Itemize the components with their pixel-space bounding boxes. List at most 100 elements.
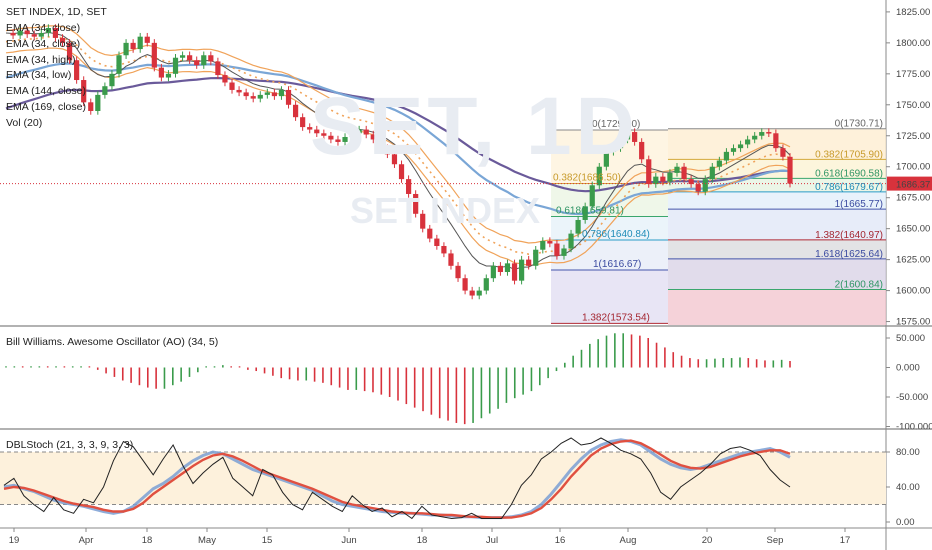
candle-body bbox=[172, 57, 179, 74]
candle-body bbox=[752, 135, 758, 140]
candle-body bbox=[307, 127, 313, 130]
stoch-title[interactable]: DBLStoch (21, 3, 3, 9, 3, 3) bbox=[6, 439, 134, 451]
fib-zone-right bbox=[668, 209, 886, 240]
ao-tick-label: 50.000 bbox=[896, 333, 925, 344]
price-tick-label: 1650.00 bbox=[896, 224, 930, 235]
indicator-ema-144[interactable]: EMA (144, close) bbox=[6, 85, 86, 98]
candle-body bbox=[363, 129, 369, 135]
candle-body bbox=[229, 82, 235, 90]
x-tick-label: Apr bbox=[79, 535, 94, 546]
candle-body bbox=[462, 278, 468, 291]
x-tick-label: 20 bbox=[702, 535, 713, 546]
stoch-tick-label: 80.00 bbox=[896, 447, 920, 458]
fib-zone-right bbox=[668, 258, 886, 290]
stoch-fast-line bbox=[3, 439, 791, 519]
candle-body bbox=[730, 148, 737, 152]
price-tick-label: 1725.00 bbox=[896, 131, 930, 142]
candle-body bbox=[723, 151, 730, 161]
fib-label-left: 0(1729.60) bbox=[592, 119, 640, 130]
indicator-ema-2[interactable]: EMA (34, close) bbox=[6, 37, 81, 50]
candle-body bbox=[271, 92, 277, 97]
fib-label-right: 0.786(1679.67) bbox=[815, 182, 883, 193]
candle-body bbox=[109, 73, 115, 87]
x-tick-label: Jul bbox=[486, 535, 498, 546]
candle-body bbox=[74, 60, 80, 81]
candle-body bbox=[497, 265, 504, 273]
x-tick-label: 16 bbox=[555, 535, 566, 546]
x-tick-label: Aug bbox=[620, 535, 637, 546]
candle-body bbox=[243, 92, 249, 97]
candle-body bbox=[490, 265, 496, 279]
candle-body bbox=[413, 193, 419, 214]
ema-144-line bbox=[5, 62, 791, 216]
x-tick-label: 17 bbox=[840, 535, 851, 546]
fib-zone-right bbox=[668, 239, 886, 259]
indicator-list: EMA (34, close) EMA (34, close) EMA (34,… bbox=[6, 21, 86, 132]
x-tick-label: May bbox=[198, 535, 216, 546]
symbol-title[interactable]: SET INDEX, 1D, SET bbox=[6, 6, 107, 18]
candle-body bbox=[356, 129, 362, 134]
indicator-ema-low[interactable]: EMA (34, low) bbox=[6, 69, 72, 82]
indicator-ema-169[interactable]: EMA (169, close) bbox=[6, 100, 86, 113]
fib-label-right: 1(1665.77) bbox=[835, 199, 883, 210]
fib-label-right: 0.618(1690.58) bbox=[815, 168, 883, 179]
candle-body bbox=[278, 89, 285, 97]
price-tick-label: 1750.00 bbox=[896, 100, 930, 111]
candle-body bbox=[24, 30, 30, 35]
candle-body bbox=[10, 32, 16, 36]
indicator-volume[interactable]: Vol (20) bbox=[6, 116, 43, 129]
candle-body bbox=[702, 179, 708, 192]
x-tick-label: Jun bbox=[341, 535, 356, 546]
candle-body bbox=[66, 42, 73, 61]
fib-label-left: 0.618(1659.81) bbox=[556, 206, 624, 217]
candle-body bbox=[292, 104, 299, 118]
candle-body bbox=[427, 228, 433, 239]
candle-body bbox=[81, 80, 87, 103]
candle-body bbox=[681, 166, 687, 180]
candle-body bbox=[165, 73, 172, 78]
candle-body bbox=[575, 219, 581, 234]
price-tick-label: 1800.00 bbox=[896, 38, 930, 49]
candle-body bbox=[328, 135, 334, 140]
fib-zone-right bbox=[668, 191, 886, 210]
candle-body bbox=[391, 154, 398, 165]
price-tick-label: 1775.00 bbox=[896, 69, 930, 80]
ao-tick-label: 0.000 bbox=[896, 363, 920, 374]
candle-body bbox=[31, 34, 37, 37]
candle-body bbox=[540, 241, 546, 250]
candle-body bbox=[349, 133, 355, 137]
indicator-ema-1[interactable]: EMA (34, close) bbox=[6, 22, 81, 34]
fib-label-right: 1.382(1640.97) bbox=[815, 230, 883, 241]
candle-body bbox=[300, 117, 306, 128]
candle-body bbox=[158, 67, 164, 78]
candle-body bbox=[787, 156, 793, 184]
stoch-raw-line bbox=[3, 437, 791, 520]
indicator-ema-high[interactable]: EMA (34, high) bbox=[6, 53, 76, 66]
candle-body bbox=[137, 36, 143, 50]
candle-body bbox=[314, 129, 320, 134]
candle-body bbox=[194, 60, 200, 66]
x-tick-label: 19 bbox=[9, 535, 20, 546]
candle-body bbox=[45, 28, 51, 33]
candle-body bbox=[589, 185, 595, 207]
candle-body bbox=[116, 55, 122, 74]
ao-tick-label: -100.000 bbox=[896, 422, 932, 433]
candle-body bbox=[434, 238, 440, 246]
candle-body bbox=[321, 133, 327, 136]
ao-title[interactable]: Bill Williams. Awesome Oscillator (AO) (… bbox=[6, 336, 219, 348]
candle-body bbox=[639, 141, 645, 160]
candle-body bbox=[526, 259, 532, 266]
fib-label-left: 1.382(1573.54) bbox=[582, 312, 650, 323]
candle-body bbox=[737, 144, 744, 149]
candle-body bbox=[144, 36, 150, 43]
candle-body bbox=[469, 290, 475, 296]
candle-body bbox=[151, 42, 157, 68]
candle-body bbox=[759, 132, 765, 136]
candle-body bbox=[448, 253, 454, 266]
candle-body bbox=[377, 139, 383, 149]
candle-body bbox=[780, 148, 786, 157]
price-tick-label: 1575.00 bbox=[896, 317, 930, 328]
candle-body bbox=[208, 55, 214, 62]
fib-label-right: 0(1730.71) bbox=[835, 119, 883, 130]
ema-high-line bbox=[5, 25, 791, 244]
